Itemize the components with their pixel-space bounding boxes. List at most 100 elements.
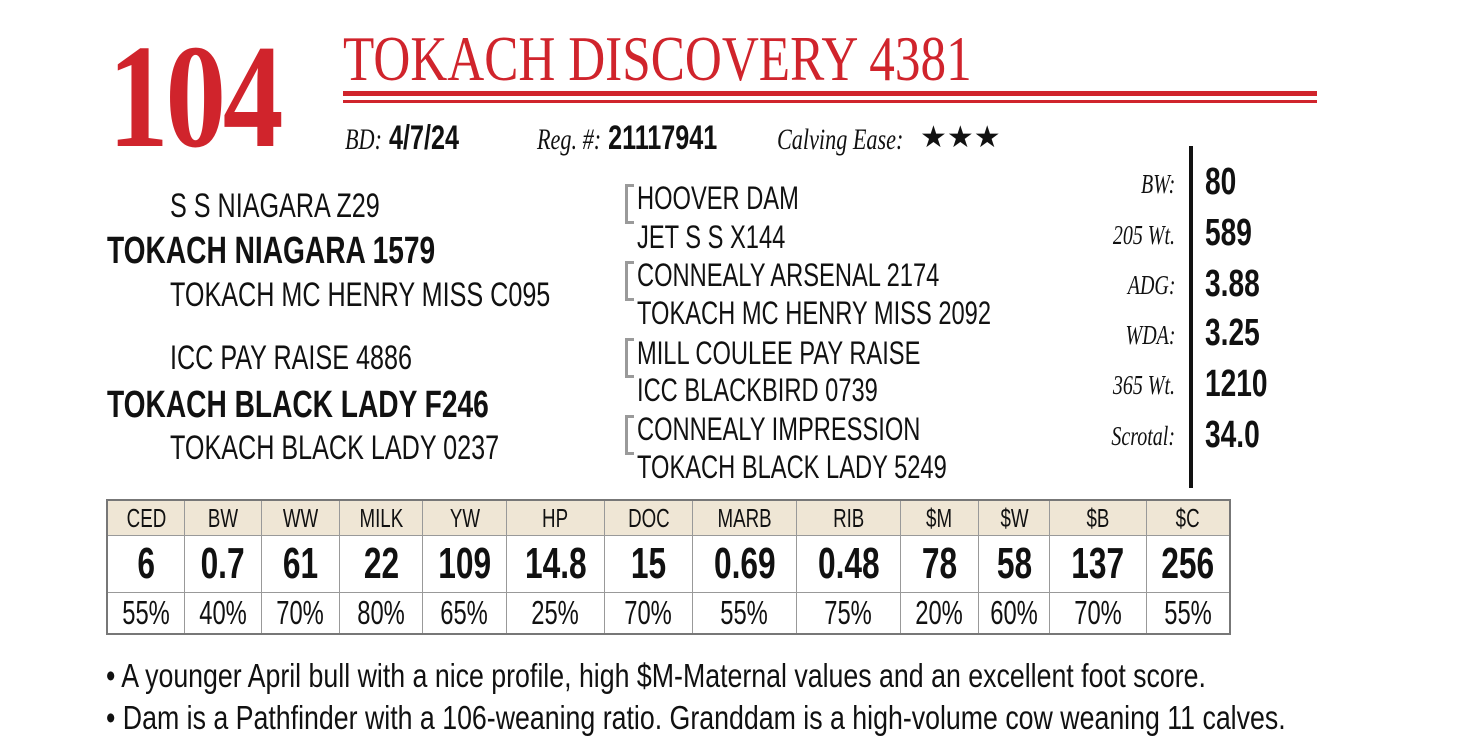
great-grandparent: JET S S X144: [637, 219, 786, 255]
epd-header-cell: DOC: [604, 499, 693, 536]
epd-percentile-cell: 60%: [978, 592, 1050, 635]
title-rule-thin: [343, 100, 1317, 103]
epd-percentile-row: 55% 40% 70% 80% 65% 25% 70% 55% 75% 20% 60% 70% 55%: [106, 592, 1231, 635]
stat-label-205wt: 205 Wt.: [1112, 220, 1175, 250]
epd-percentile-text: 20%: [915, 594, 964, 631]
sire: TOKACH NIAGARA 1579: [107, 230, 436, 272]
stat-value-205wt: 589: [1205, 212, 1252, 254]
stat-value-wda: 3.25: [1205, 312, 1260, 354]
epd-value-cell: 0.69: [692, 535, 797, 593]
epd-header-text: RIB: [832, 502, 865, 533]
great-grandparent: TOKACH BLACK LADY 5249: [637, 449, 947, 485]
epd-percentile-text: 55%: [720, 594, 769, 631]
epd-header-text: WW: [282, 502, 319, 533]
epd-header-cell: RIB: [796, 499, 901, 536]
epd-value-text: 109: [438, 539, 491, 588]
epd-header-cell: MARB: [692, 499, 797, 536]
epd-value-text: 61: [282, 539, 319, 588]
epd-percentile-text: 70%: [624, 594, 673, 631]
epd-percentile-cell: 75%: [796, 592, 901, 635]
epd-value-cell: 15: [604, 535, 693, 593]
registration-number: Reg. #: 21117941: [537, 119, 718, 157]
epd-percentile-text: 75%: [824, 594, 873, 631]
epd-value-text: 22: [363, 539, 399, 588]
epd-percentile-text: 60%: [990, 594, 1038, 631]
animal-name: TOKACH DISCOVERY 4381: [343, 23, 972, 94]
stat-value-adg: 3.88: [1205, 263, 1260, 305]
birth-date: BD: 4/7/24: [345, 119, 459, 157]
epd-header-cell: $W: [978, 499, 1050, 536]
epd-header-cell: $B: [1049, 499, 1147, 536]
epd-percentile-text: 40%: [199, 594, 247, 631]
epd-percentile-cell: 55%: [106, 592, 185, 635]
pedigree-bracket: [625, 415, 634, 455]
epd-percentile-cell: 25%: [506, 592, 605, 635]
dam: TOKACH BLACK LADY F246: [107, 384, 489, 426]
epd-percentile-cell: 55%: [1146, 592, 1231, 635]
epd-header-text: DOC: [627, 502, 670, 533]
epd-value-cell: 6: [106, 535, 185, 593]
epd-value-cell: 0.7: [184, 535, 262, 593]
stat-value-scrotal: 34.0: [1205, 414, 1260, 456]
epd-percentile-cell: 70%: [1049, 592, 1147, 635]
epd-value-row: 6 0.7 61 22 109 14.8 15 0.69 0.48 78 58 137 256: [106, 535, 1231, 593]
epd-header-text: BW: [207, 502, 239, 533]
epd-value-text: 14.8: [524, 539, 587, 588]
stat-value-bw: 80: [1205, 161, 1237, 203]
lot-number: 104: [108, 15, 283, 179]
epd-percentile-text: 55%: [1164, 594, 1212, 631]
epd-percentile-cell: 40%: [184, 592, 262, 635]
great-grandparent: MILL COULEE PAY RAISE: [637, 335, 921, 371]
epd-value-text: 0.48: [817, 539, 880, 588]
epd-header-cell: YW: [422, 499, 507, 536]
epd-value-text: 137: [1071, 539, 1125, 588]
epd-header-text: YW: [449, 502, 480, 533]
stat-label-bw: BW:: [1140, 169, 1175, 199]
epd-value-text: 0.7: [200, 539, 246, 588]
epd-percentile-cell: 55%: [692, 592, 797, 635]
comment-line: • A younger April bull with a nice profi…: [106, 657, 1206, 694]
pedigree-bracket: [625, 261, 634, 301]
calving-ease: Calving Ease:: [777, 123, 904, 156]
epd-percentile-cell: 65%: [422, 592, 507, 635]
stats-divider: [1189, 146, 1193, 488]
stat-value-365wt: 1210: [1205, 363, 1268, 405]
epd-percentile-cell: 70%: [604, 592, 693, 635]
epd-percentile-cell: 70%: [261, 592, 340, 635]
epd-header-row: CED BW WW MILK YW HP DOC MARB RIB $M $W $B $C: [106, 499, 1231, 536]
great-grandparent: CONNEALY ARSENAL 2174: [637, 257, 940, 293]
epd-header-cell: CED: [106, 499, 185, 536]
calving-ease-stars: ★★★: [920, 121, 1001, 154]
epd-header-cell: $M: [900, 499, 979, 536]
epd-table: CED BW WW MILK YW HP DOC MARB RIB $M $W $B $C 6 0.7 61…: [106, 499, 1231, 635]
dam-dam: TOKACH BLACK LADY 0237: [170, 429, 500, 467]
epd-header-text: $M: [926, 502, 953, 533]
stat-label-adg: ADG:: [1127, 270, 1175, 300]
epd-value-cell: 22: [339, 535, 423, 593]
epd-value-cell: 14.8: [506, 535, 605, 593]
dam-sire: ICC PAY RAISE 4886: [170, 339, 412, 377]
epd-percentile-cell: 80%: [339, 592, 423, 635]
great-grandparent: ICC BLACKBIRD 0739: [637, 372, 878, 408]
pedigree-bracket: [625, 184, 634, 224]
epd-value-cell: 137: [1049, 535, 1147, 593]
epd-value-cell: 61: [261, 535, 340, 593]
epd-value-cell: 58: [978, 535, 1050, 593]
epd-value-cell: 256: [1146, 535, 1231, 593]
stat-label-scrotal: Scrotal:: [1111, 421, 1175, 451]
great-grandparent: HOOVER DAM: [637, 180, 799, 216]
epd-header-cell: BW: [184, 499, 262, 536]
epd-value-text: 78: [921, 539, 958, 588]
comment-line: • Dam is a Pathfinder with a 106-weaning…: [106, 699, 1286, 736]
epd-percentile-text: 55%: [122, 594, 170, 631]
epd-header-text: $C: [1176, 502, 1200, 533]
epd-header-text: MILK: [359, 502, 403, 533]
epd-header-cell: WW: [261, 499, 340, 536]
epd-header-cell: MILK: [339, 499, 423, 536]
great-grandparent: CONNEALY IMPRESSION: [637, 411, 921, 447]
sire-dam: TOKACH MC HENRY MISS C095: [170, 276, 551, 314]
pedigree-bracket: [625, 338, 634, 378]
epd-percentile-cell: 20%: [900, 592, 979, 635]
epd-percentile-text: 70%: [276, 594, 325, 631]
epd-value-text: 58: [996, 539, 1032, 588]
